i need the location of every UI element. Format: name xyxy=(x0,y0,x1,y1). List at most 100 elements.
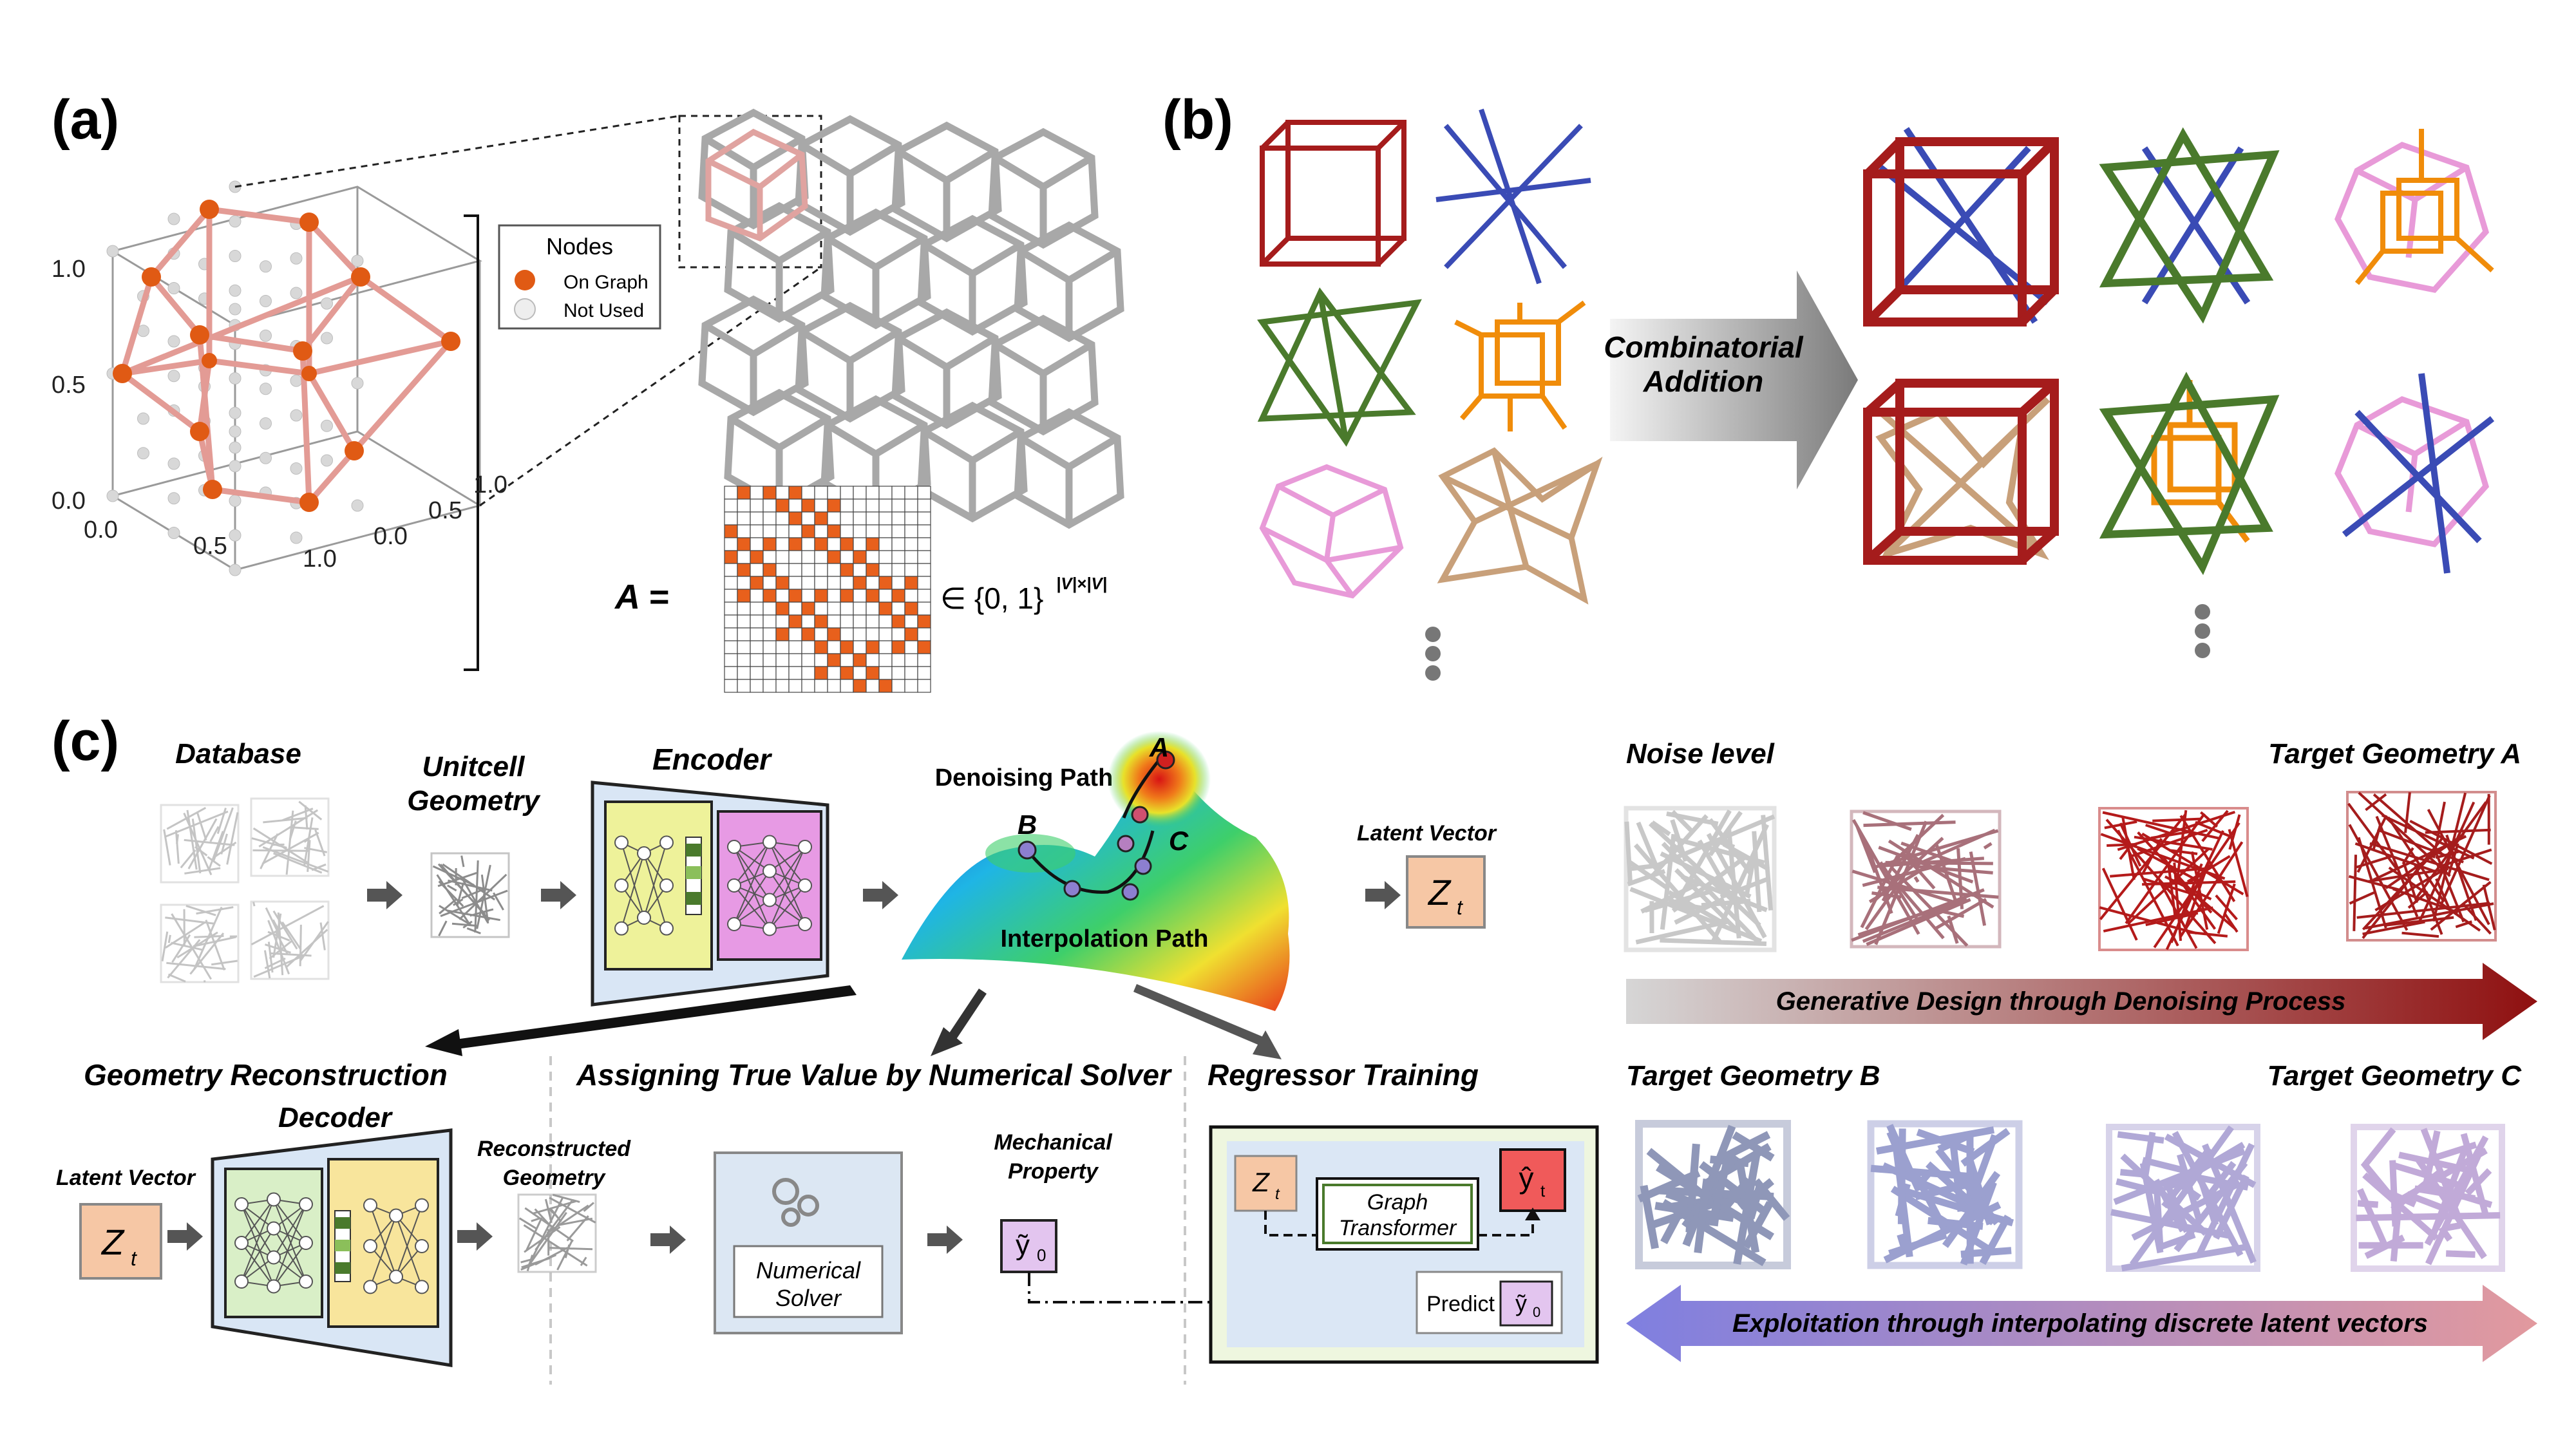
unused-node xyxy=(290,409,303,422)
truss-strut xyxy=(2183,874,2202,887)
matrix-cell xyxy=(737,486,751,500)
truss-strut xyxy=(207,856,221,867)
truss-strut xyxy=(165,810,229,838)
matrix-cell xyxy=(801,589,815,603)
matrix-cell xyxy=(853,601,867,616)
lattice-strut xyxy=(971,242,1023,277)
matrix-cell xyxy=(891,537,905,551)
truss-strut xyxy=(1708,810,1743,857)
y-tick-0: 0.0 xyxy=(374,523,408,550)
matrix-cell xyxy=(853,640,867,654)
decoder-label: Decoder xyxy=(278,1102,393,1133)
truss-strut xyxy=(277,912,284,976)
truss-strut xyxy=(1745,841,1759,894)
truss-strut xyxy=(550,1208,562,1223)
truss-strut xyxy=(2117,1131,2164,1144)
matrix-cell xyxy=(917,563,931,577)
matrix-cell xyxy=(917,679,931,693)
lattice-strut xyxy=(800,328,852,364)
primitive-rhombic xyxy=(1259,464,1404,599)
matrix-cell xyxy=(801,666,815,680)
matrix-cell xyxy=(891,486,905,500)
unused-node xyxy=(137,412,149,425)
branch-arrows xyxy=(425,984,1282,1059)
net-node xyxy=(299,1274,313,1289)
truss-strut xyxy=(2153,822,2240,949)
truss-strut xyxy=(187,818,218,869)
lattice-strut xyxy=(922,428,974,464)
matrix-cell xyxy=(762,537,777,551)
truss-strut xyxy=(2415,1157,2487,1260)
matrix-cell xyxy=(775,589,790,603)
lattice-strut xyxy=(826,235,878,270)
truss-frame xyxy=(1867,1120,2023,1269)
truss-strut xyxy=(2482,884,2496,931)
truss-strut xyxy=(269,952,312,957)
on-graph-marker xyxy=(515,270,535,290)
matrix-cell xyxy=(750,550,764,564)
truss-strut xyxy=(2430,881,2492,931)
truss-strut xyxy=(1883,1201,2002,1264)
y-tick-1: 0.5 xyxy=(428,497,462,524)
matrix-cell xyxy=(878,524,893,538)
truss-strut xyxy=(176,834,180,844)
zt-top-sub: t xyxy=(1457,896,1463,919)
matrix-cell xyxy=(801,486,815,500)
truss-strut xyxy=(2215,895,2238,920)
truss-strut xyxy=(213,841,237,859)
matrix-cell xyxy=(788,666,802,680)
matrix-cell xyxy=(788,511,802,526)
truss-strut xyxy=(298,800,323,820)
unused-node xyxy=(229,250,242,262)
target-c-geometry xyxy=(2351,1124,2505,1272)
net-edge xyxy=(241,1227,274,1282)
mech-prop-label-1: Mechanical xyxy=(994,1130,1113,1155)
matrix-cell xyxy=(878,511,893,526)
encoder-block xyxy=(591,781,829,1007)
matrix-cell xyxy=(866,627,880,641)
unused-node xyxy=(229,425,242,438)
matrix-cell xyxy=(904,614,918,629)
matrix-cell xyxy=(853,498,867,513)
z-tick-low: 0.0 xyxy=(52,488,86,515)
matrix-cell xyxy=(904,511,918,526)
interp-sample-1 xyxy=(1867,1120,2023,1269)
point-c-label: C xyxy=(1169,826,1189,856)
matrix-cell xyxy=(775,601,790,616)
unused-node xyxy=(167,335,180,348)
truss-strut xyxy=(167,934,171,943)
truss-strut xyxy=(1913,828,1996,867)
target-c-label: Target Geometry C xyxy=(2268,1060,2523,1092)
interp-banner: Exploitation through interpolating discr… xyxy=(1626,1285,2537,1362)
matrix-cell xyxy=(737,614,751,629)
truss-strut xyxy=(2348,875,2401,892)
combo-cube-tan xyxy=(1863,379,2059,565)
matrix-cell xyxy=(840,486,854,500)
matrix-cell xyxy=(750,486,764,500)
matrix-cell xyxy=(891,614,905,629)
database-sample-2 xyxy=(250,797,330,877)
truss-strut xyxy=(518,1217,537,1229)
truss-strut xyxy=(2110,867,2206,878)
numerical-solver-label-1: Numerical xyxy=(756,1257,861,1283)
truss-frame xyxy=(1624,806,1777,952)
matrix-cell xyxy=(866,563,880,577)
net-node xyxy=(363,1198,377,1213)
z-tick-high: 1.0 xyxy=(52,256,86,283)
truss-strut xyxy=(167,973,186,983)
net-node xyxy=(234,1274,249,1289)
net-edge xyxy=(241,1242,274,1287)
truss-strut xyxy=(2390,1194,2403,1262)
truss-strut xyxy=(1648,822,1761,927)
matrix-cell xyxy=(724,498,738,513)
recon-geom-label-1: Reconstructed xyxy=(477,1137,631,1161)
unused-node xyxy=(351,254,364,267)
truss-strut xyxy=(319,922,326,951)
matrix-cell xyxy=(762,563,777,577)
truss-strut xyxy=(439,864,490,921)
unused-node xyxy=(321,297,333,310)
zt-reg-sub: t xyxy=(1275,1186,1280,1203)
truss-strut xyxy=(2365,793,2387,811)
legend-title: Nodes xyxy=(546,233,613,260)
noise-sample-2 xyxy=(1850,810,2002,949)
